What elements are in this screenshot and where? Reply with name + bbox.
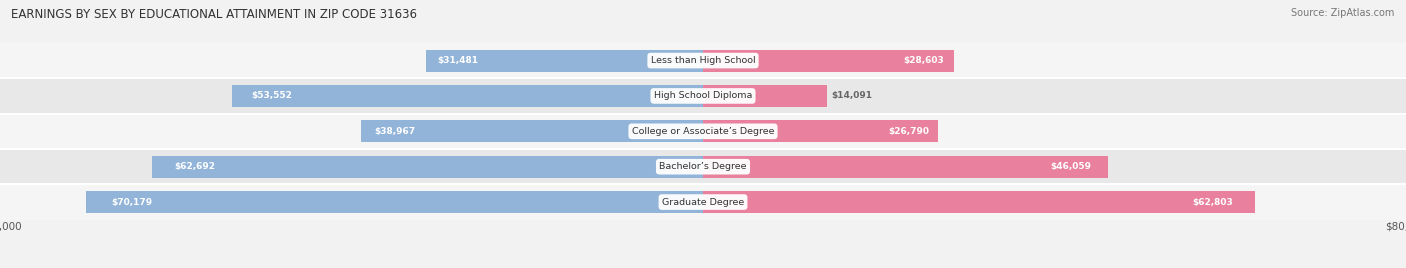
Bar bbox=[0, 43, 1406, 78]
Bar bbox=[360, 120, 703, 142]
Text: $70,179: $70,179 bbox=[111, 198, 152, 207]
Text: High School Diploma: High School Diploma bbox=[654, 91, 752, 100]
Bar bbox=[232, 85, 703, 107]
Text: $62,803: $62,803 bbox=[1192, 198, 1233, 207]
Bar bbox=[0, 184, 1406, 220]
Text: EARNINGS BY SEX BY EDUCATIONAL ATTAINMENT IN ZIP CODE 31636: EARNINGS BY SEX BY EDUCATIONAL ATTAINMEN… bbox=[11, 8, 418, 21]
Text: $26,790: $26,790 bbox=[889, 127, 929, 136]
Bar bbox=[703, 156, 1108, 178]
Text: Source: ZipAtlas.com: Source: ZipAtlas.com bbox=[1291, 8, 1395, 18]
Text: Graduate Degree: Graduate Degree bbox=[662, 198, 744, 207]
Text: $62,692: $62,692 bbox=[174, 162, 215, 171]
Bar bbox=[703, 120, 938, 142]
Text: College or Associate’s Degree: College or Associate’s Degree bbox=[631, 127, 775, 136]
Text: $38,967: $38,967 bbox=[374, 127, 415, 136]
Bar bbox=[0, 78, 1406, 114]
Bar bbox=[152, 156, 703, 178]
Bar bbox=[703, 50, 955, 72]
Bar bbox=[703, 191, 1256, 213]
Text: $31,481: $31,481 bbox=[437, 56, 478, 65]
Text: $53,552: $53,552 bbox=[252, 91, 292, 100]
Text: $28,603: $28,603 bbox=[904, 56, 945, 65]
Bar bbox=[0, 149, 1406, 184]
Text: Less than High School: Less than High School bbox=[651, 56, 755, 65]
Bar bbox=[426, 50, 703, 72]
Bar bbox=[0, 114, 1406, 149]
Text: Bachelor’s Degree: Bachelor’s Degree bbox=[659, 162, 747, 171]
Bar bbox=[86, 191, 703, 213]
Text: $46,059: $46,059 bbox=[1050, 162, 1091, 171]
Text: $14,091: $14,091 bbox=[831, 91, 872, 100]
Bar bbox=[703, 85, 827, 107]
